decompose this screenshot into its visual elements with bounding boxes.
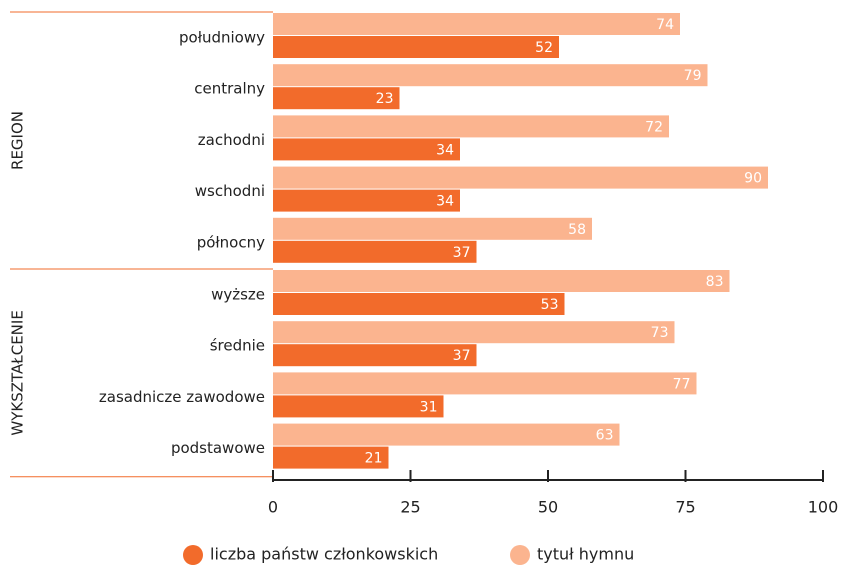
- legend-marker: [510, 545, 530, 565]
- value-label: 77: [673, 376, 691, 392]
- value-label: 21: [365, 451, 383, 467]
- value-label: 37: [453, 348, 471, 364]
- category-label: średnie: [210, 337, 265, 355]
- x-tick-label: 25: [400, 498, 420, 517]
- x-tick-label: 100: [808, 498, 839, 517]
- category-label: północny: [197, 233, 265, 251]
- category-label: zachodni: [198, 131, 265, 149]
- bar: [273, 13, 680, 35]
- x-tick-label: 50: [538, 498, 558, 517]
- legend-label: liczba państw członkowskich: [210, 545, 438, 564]
- value-label: 79: [684, 68, 702, 84]
- value-label: 23: [376, 91, 394, 107]
- value-label: 37: [453, 245, 471, 261]
- bar: [273, 446, 389, 469]
- bar: [273, 293, 565, 315]
- group-label: WYKSZTAŁCENIE: [9, 310, 27, 435]
- bar: [273, 138, 460, 161]
- bar: [273, 372, 697, 395]
- bar: [273, 36, 559, 58]
- bar: [273, 87, 400, 110]
- value-label: 34: [436, 142, 454, 158]
- legend-label: tytuł hymnu: [537, 545, 634, 564]
- bar: [273, 423, 620, 446]
- value-label: 73: [651, 325, 669, 341]
- category-label: centralny: [194, 80, 265, 98]
- category-label: podstawowe: [171, 439, 265, 457]
- bar: [273, 166, 768, 189]
- legend-marker: [183, 545, 203, 565]
- category-label: wyższe: [211, 286, 265, 304]
- bar: [273, 64, 708, 87]
- value-label: 31: [420, 399, 438, 415]
- bar: [273, 217, 592, 240]
- value-label: 83: [706, 274, 724, 290]
- value-label: 52: [535, 40, 553, 56]
- group-label: REGION: [9, 111, 27, 170]
- bar: [273, 270, 730, 292]
- category-label: wschodni: [195, 182, 265, 200]
- value-label: 74: [656, 17, 674, 33]
- value-label: 53: [541, 297, 559, 313]
- x-tick-label: 75: [675, 498, 695, 517]
- category-label: południowy: [179, 29, 265, 47]
- value-label: 58: [568, 222, 586, 238]
- value-label: 72: [645, 119, 663, 135]
- value-label: 34: [436, 194, 454, 210]
- x-tick-label: 0: [268, 498, 278, 517]
- bar: [273, 240, 477, 263]
- bar: [273, 189, 460, 212]
- category-label: zasadnicze zawodowe: [99, 388, 265, 406]
- bar: [273, 395, 444, 418]
- value-label: 63: [596, 428, 614, 444]
- bar: [273, 344, 477, 367]
- bar: [273, 321, 675, 344]
- bar: [273, 115, 669, 138]
- value-label: 90: [744, 171, 762, 187]
